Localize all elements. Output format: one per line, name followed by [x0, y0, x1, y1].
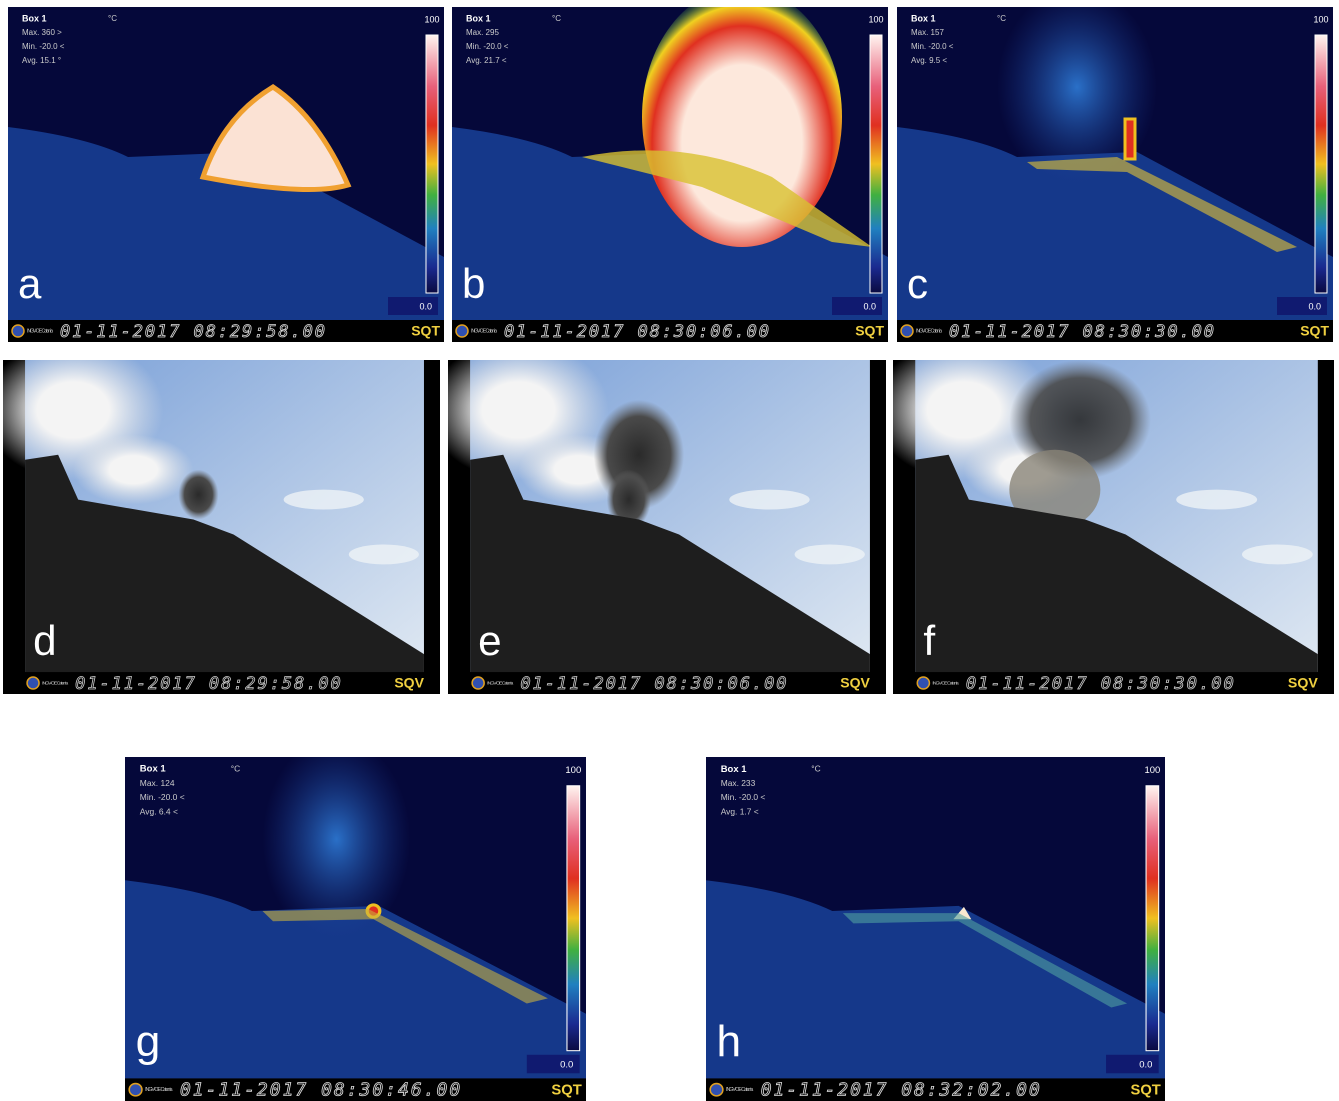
- box-avg: Avg. 9.5 <: [911, 56, 947, 65]
- logo: INGV-OE Catania: [27, 328, 53, 334]
- scale-max: 100: [1313, 14, 1328, 24]
- box-avg: Avg. 1.7 <: [721, 807, 759, 817]
- box-min: Min. -20.0 <: [140, 792, 185, 802]
- timestamp: 01-11-2017 08:30:30.00: [966, 674, 1234, 694]
- panel: e INGV-OE Catania 01-11-2017 08:30:06.00 SQ…: [448, 360, 886, 694]
- timestamp: 01-11-2017 08:30:30.00: [949, 322, 1214, 342]
- scale-min: 0.0: [560, 1060, 573, 1070]
- camera-id: SQV: [394, 675, 424, 691]
- logo-icon: [129, 1084, 142, 1096]
- panel-label: h: [717, 1017, 742, 1065]
- panel-label: b: [462, 260, 485, 307]
- scale-min: 0.0: [1139, 1060, 1152, 1070]
- box-max: Max. 157: [911, 28, 944, 37]
- cloud: [284, 490, 364, 510]
- cloud: [795, 544, 865, 564]
- timestamp: 01-11-2017 08:30:06.00: [520, 674, 786, 694]
- logo: INGV-OE Catania: [42, 680, 68, 686]
- box-max: Max. 295: [466, 28, 499, 37]
- camera-id: SQT: [855, 323, 884, 339]
- logo: INGV-OE Catania: [932, 680, 959, 686]
- logo: INGV-OE Catania: [726, 1087, 753, 1093]
- cloud: [1242, 544, 1313, 564]
- panel-label: e: [478, 617, 501, 664]
- color-bar: [426, 35, 438, 293]
- logo-icon: [901, 325, 913, 337]
- color-bar: [567, 786, 580, 1051]
- timestamp: 01-11-2017 08:29:58.00: [75, 674, 341, 694]
- panel: Box 1 Max. 295 Min. -20.0 < Avg. 21.7 < °C 10…: [452, 7, 888, 342]
- box-box: Box 1: [466, 13, 491, 23]
- camera-id: SQT: [551, 1083, 581, 1099]
- panel: d INGV-OE Catania 01-11-2017 08:29:58.00 SQ…: [3, 360, 440, 694]
- box-avg: Avg. 6.4 <: [140, 807, 178, 817]
- cloud: [349, 544, 419, 564]
- box-min: Min. -20.0 <: [721, 792, 766, 802]
- logo-icon: [456, 325, 468, 337]
- panel-label: f: [923, 617, 935, 664]
- timestamp: 01-11-2017 08:29:58.00: [60, 322, 325, 342]
- box-box: Box 1: [721, 764, 747, 774]
- panel: Box 1 Max. 360 > Min. -20.0 < Avg. 15.1 ° °C…: [8, 7, 444, 342]
- scale-min: 0.0: [419, 301, 432, 311]
- box-max: Max. 233: [721, 778, 756, 788]
- scale-min: 0.0: [1308, 301, 1321, 311]
- box-box: Box 1: [911, 13, 936, 23]
- unit: °C: [552, 14, 561, 23]
- logo: INGV-OE Catania: [145, 1087, 173, 1093]
- box-box: Box 1: [140, 764, 166, 774]
- scale-min: 0.0: [863, 301, 876, 311]
- cloud: [1176, 490, 1257, 510]
- logo: INGV-OE Catania: [487, 680, 513, 686]
- timestamp: 01-11-2017 08:30:06.00: [504, 322, 769, 342]
- box-box: Box 1: [22, 13, 47, 23]
- camera-id: SQT: [1131, 1083, 1161, 1099]
- logo-icon: [27, 677, 39, 689]
- scale-max: 100: [1144, 765, 1160, 775]
- panel-label: c: [907, 260, 928, 307]
- unit: °C: [108, 14, 117, 23]
- ash-plume: [178, 470, 218, 520]
- scale-max: 100: [565, 765, 581, 775]
- panel-label: g: [136, 1017, 161, 1065]
- panel: Box 1 Max. 157 Min. -20.0 < Avg. 9.5 < °C 100…: [897, 7, 1333, 342]
- figure: (() => { const data = JSON.parse(documen…: [0, 0, 1339, 1101]
- logo: INGV-OE Catania: [471, 328, 497, 334]
- color-bar: [870, 35, 882, 293]
- cloud: [729, 490, 809, 510]
- cloud: [73, 435, 193, 505]
- camera-id: SQT: [1300, 323, 1329, 339]
- logo: INGV-OE Catania: [916, 328, 942, 334]
- hot-spot: [1125, 119, 1135, 159]
- camera-id: SQT: [411, 323, 440, 339]
- box-avg: Avg. 15.1 °: [22, 56, 61, 65]
- logo-icon: [12, 325, 24, 337]
- box-avg: Avg. 21.7 <: [466, 56, 507, 65]
- scale-max: 100: [424, 14, 439, 24]
- color-bar: [1146, 786, 1159, 1051]
- panel: Box 1 Max. 124 Min. -20.0 < Avg. 6.4 < °C 100…: [125, 757, 586, 1101]
- box-min: Min. -20.0 <: [466, 42, 509, 51]
- scale-max: 100: [868, 14, 883, 24]
- color-bar: [1315, 35, 1327, 293]
- logo-icon: [472, 677, 484, 689]
- panel-label: d: [33, 617, 56, 664]
- unit: °C: [231, 764, 240, 774]
- box-min: Min. -20.0 <: [911, 42, 954, 51]
- unit: °C: [997, 14, 1006, 23]
- unit: °C: [811, 764, 820, 774]
- panel-label: a: [18, 260, 42, 307]
- box-max: Max. 124: [140, 778, 175, 788]
- panel: Box 1 Max. 233 Min. -20.0 < Avg. 1.7 < °C 100…: [706, 757, 1165, 1101]
- timestamp: 01-11-2017 08:30:46.00: [180, 1081, 460, 1101]
- camera-id: SQV: [840, 675, 870, 691]
- box-min: Min. -20.0 <: [22, 42, 65, 51]
- logo-icon: [710, 1084, 723, 1096]
- panel: f INGV-OE Catania 01-11-2017 08:30:30.00 SQ…: [893, 360, 1334, 694]
- box-max: Max. 360 >: [22, 28, 62, 37]
- camera-id: SQV: [1288, 675, 1319, 691]
- logo-icon: [917, 677, 929, 689]
